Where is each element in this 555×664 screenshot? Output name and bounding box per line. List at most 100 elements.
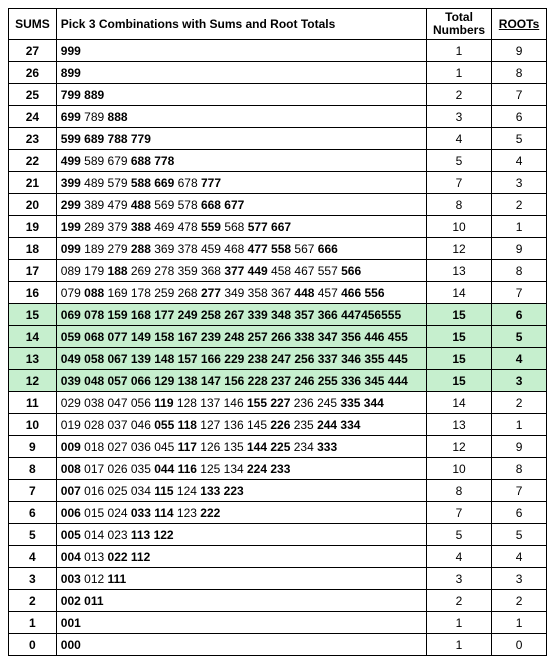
cell-sum: 22 bbox=[9, 150, 57, 172]
cell-total: 10 bbox=[426, 458, 491, 480]
table-row: 13049 058 067 139 148 157 166 229 238 24… bbox=[9, 348, 547, 370]
table-row: 10019 028 037 046 055 118 127 136 145 22… bbox=[9, 414, 547, 436]
cell-sum: 2 bbox=[9, 590, 57, 612]
cell-sum: 20 bbox=[9, 194, 57, 216]
cell-root: 3 bbox=[492, 370, 547, 392]
cell-sum: 26 bbox=[9, 62, 57, 84]
cell-root: 6 bbox=[492, 502, 547, 524]
header-sums: SUMS bbox=[9, 9, 57, 40]
pick3-sums-table: SUMS Pick 3 Combinations with Sums and R… bbox=[8, 8, 547, 656]
cell-sum: 24 bbox=[9, 106, 57, 128]
cell-total: 1 bbox=[426, 62, 491, 84]
cell-sum: 15 bbox=[9, 304, 57, 326]
cell-root: 4 bbox=[492, 150, 547, 172]
cell-root: 5 bbox=[492, 128, 547, 150]
cell-total: 5 bbox=[426, 524, 491, 546]
table-row: 100111 bbox=[9, 612, 547, 634]
cell-sum: 9 bbox=[9, 436, 57, 458]
header-total: TotalNumbers bbox=[426, 9, 491, 40]
cell-root: 4 bbox=[492, 348, 547, 370]
table-row: 15069 078 159 168 177 249 258 267 339 34… bbox=[9, 304, 547, 326]
cell-sum: 14 bbox=[9, 326, 57, 348]
cell-root: 2 bbox=[492, 392, 547, 414]
cell-sum: 16 bbox=[9, 282, 57, 304]
header-combos: Pick 3 Combinations with Sums and Root T… bbox=[56, 9, 426, 40]
cell-sum: 17 bbox=[9, 260, 57, 282]
cell-combos: 089 179 188 269 278 359 368 377 449 458 … bbox=[56, 260, 426, 282]
cell-sum: 6 bbox=[9, 502, 57, 524]
cell-sum: 13 bbox=[9, 348, 57, 370]
cell-sum: 19 bbox=[9, 216, 57, 238]
cell-root: 2 bbox=[492, 194, 547, 216]
cell-combos: 059 068 077 149 158 167 239 248 257 266 … bbox=[56, 326, 426, 348]
cell-root: 9 bbox=[492, 238, 547, 260]
cell-combos: 699 789 888 bbox=[56, 106, 426, 128]
cell-sum: 11 bbox=[9, 392, 57, 414]
table-row: 17089 179 188 269 278 359 368 377 449 45… bbox=[9, 260, 547, 282]
header-row: SUMS Pick 3 Combinations with Sums and R… bbox=[9, 9, 547, 40]
cell-combos: 079 088 169 178 259 268 277 349 358 367 … bbox=[56, 282, 426, 304]
cell-total: 14 bbox=[426, 392, 491, 414]
table-row: 24699 789 88836 bbox=[9, 106, 547, 128]
cell-combos: 599 689 788 779 bbox=[56, 128, 426, 150]
table-row: 12039 048 057 066 129 138 147 156 228 23… bbox=[9, 370, 547, 392]
table-row: 16079 088 169 178 259 268 277 349 358 36… bbox=[9, 282, 547, 304]
cell-total: 12 bbox=[426, 436, 491, 458]
cell-combos: 007 016 025 034 115 124 133 223 bbox=[56, 480, 426, 502]
table-row: 21399 489 579 588 669 678 77773 bbox=[9, 172, 547, 194]
cell-sum: 1 bbox=[9, 612, 57, 634]
table-row: 2799919 bbox=[9, 40, 547, 62]
table-row: 14059 068 077 149 158 167 239 248 257 26… bbox=[9, 326, 547, 348]
cell-combos: 899 bbox=[56, 62, 426, 84]
cell-total: 10 bbox=[426, 216, 491, 238]
cell-combos: 069 078 159 168 177 249 258 267 339 348 … bbox=[56, 304, 426, 326]
cell-root: 6 bbox=[492, 106, 547, 128]
cell-root: 6 bbox=[492, 304, 547, 326]
cell-combos: 001 bbox=[56, 612, 426, 634]
cell-sum: 5 bbox=[9, 524, 57, 546]
cell-root: 2 bbox=[492, 590, 547, 612]
cell-combos: 199 289 379 388 469 478 559 568 577 667 bbox=[56, 216, 426, 238]
cell-root: 8 bbox=[492, 62, 547, 84]
cell-total: 15 bbox=[426, 370, 491, 392]
cell-total: 15 bbox=[426, 348, 491, 370]
cell-total: 8 bbox=[426, 194, 491, 216]
table-row: 11029 038 047 056 119 128 137 146 155 22… bbox=[9, 392, 547, 414]
cell-root: 7 bbox=[492, 480, 547, 502]
cell-combos: 999 bbox=[56, 40, 426, 62]
cell-combos: 008 017 026 035 044 116 125 134 224 233 bbox=[56, 458, 426, 480]
cell-root: 9 bbox=[492, 436, 547, 458]
cell-total: 4 bbox=[426, 128, 491, 150]
cell-root: 1 bbox=[492, 612, 547, 634]
cell-root: 7 bbox=[492, 84, 547, 106]
table-row: 2689918 bbox=[9, 62, 547, 84]
cell-combos: 029 038 047 056 119 128 137 146 155 227 … bbox=[56, 392, 426, 414]
cell-sum: 7 bbox=[9, 480, 57, 502]
cell-root: 8 bbox=[492, 458, 547, 480]
cell-combos: 799 889 bbox=[56, 84, 426, 106]
cell-root: 5 bbox=[492, 326, 547, 348]
cell-total: 1 bbox=[426, 40, 491, 62]
table-row: 23599 689 788 77945 bbox=[9, 128, 547, 150]
cell-combos: 004 013 022 112 bbox=[56, 546, 426, 568]
cell-total: 12 bbox=[426, 238, 491, 260]
cell-sum: 12 bbox=[9, 370, 57, 392]
cell-total: 2 bbox=[426, 590, 491, 612]
cell-combos: 006 015 024 033 114 123 222 bbox=[56, 502, 426, 524]
cell-sum: 18 bbox=[9, 238, 57, 260]
cell-root: 3 bbox=[492, 172, 547, 194]
cell-total: 15 bbox=[426, 326, 491, 348]
cell-total: 5 bbox=[426, 150, 491, 172]
cell-total: 2 bbox=[426, 84, 491, 106]
cell-total: 3 bbox=[426, 106, 491, 128]
cell-total: 13 bbox=[426, 260, 491, 282]
cell-sum: 23 bbox=[9, 128, 57, 150]
cell-root: 0 bbox=[492, 634, 547, 656]
cell-root: 9 bbox=[492, 40, 547, 62]
cell-sum: 10 bbox=[9, 414, 57, 436]
cell-root: 5 bbox=[492, 524, 547, 546]
cell-combos: 299 389 479 488 569 578 668 677 bbox=[56, 194, 426, 216]
table-row: 18099 189 279 288 369 378 459 468 477 55… bbox=[9, 238, 547, 260]
cell-root: 7 bbox=[492, 282, 547, 304]
table-row: 19199 289 379 388 469 478 559 568 577 66… bbox=[9, 216, 547, 238]
